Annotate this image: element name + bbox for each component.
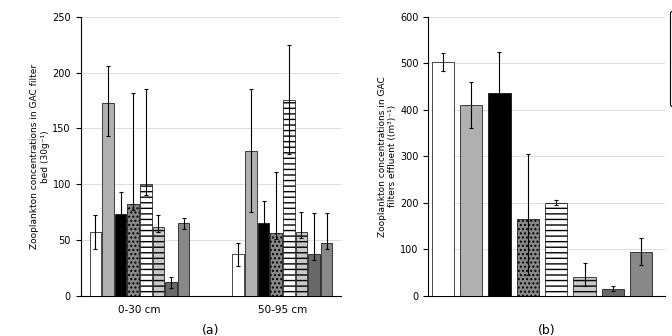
Bar	[89, 232, 101, 296]
Bar	[233, 254, 244, 296]
Legend: Lecane, Colurella, Philodina, Other rotifers¹, Nematode, Copepods², Daphnia, Amo: Lecane, Colurella, Philodina, Other roti…	[670, 11, 672, 106]
Bar	[245, 151, 257, 296]
Bar	[283, 100, 294, 296]
Bar	[102, 103, 114, 296]
Bar	[165, 282, 177, 296]
Text: (a): (a)	[202, 324, 220, 336]
Bar	[308, 254, 320, 296]
Bar	[602, 289, 624, 296]
Bar	[153, 226, 164, 296]
Bar	[573, 277, 595, 296]
Bar	[321, 243, 333, 296]
Y-axis label: Zooplankton concentrations in GAC
filters effluent ((m³)⁻¹): Zooplankton concentrations in GAC filter…	[378, 76, 397, 237]
Bar	[115, 214, 126, 296]
Bar	[296, 232, 307, 296]
Bar	[270, 233, 282, 296]
Text: (b): (b)	[538, 324, 556, 336]
Bar	[517, 219, 539, 296]
Bar	[128, 204, 139, 296]
Y-axis label: Zooplankton concentrations in GAC filter
bed (30g⁻¹): Zooplankton concentrations in GAC filter…	[30, 64, 50, 249]
Bar	[257, 223, 269, 296]
Bar	[460, 105, 482, 296]
Bar	[630, 252, 653, 296]
Bar	[140, 184, 152, 296]
Bar	[431, 62, 454, 296]
Bar	[545, 203, 567, 296]
Bar	[489, 93, 511, 296]
Bar	[178, 223, 190, 296]
